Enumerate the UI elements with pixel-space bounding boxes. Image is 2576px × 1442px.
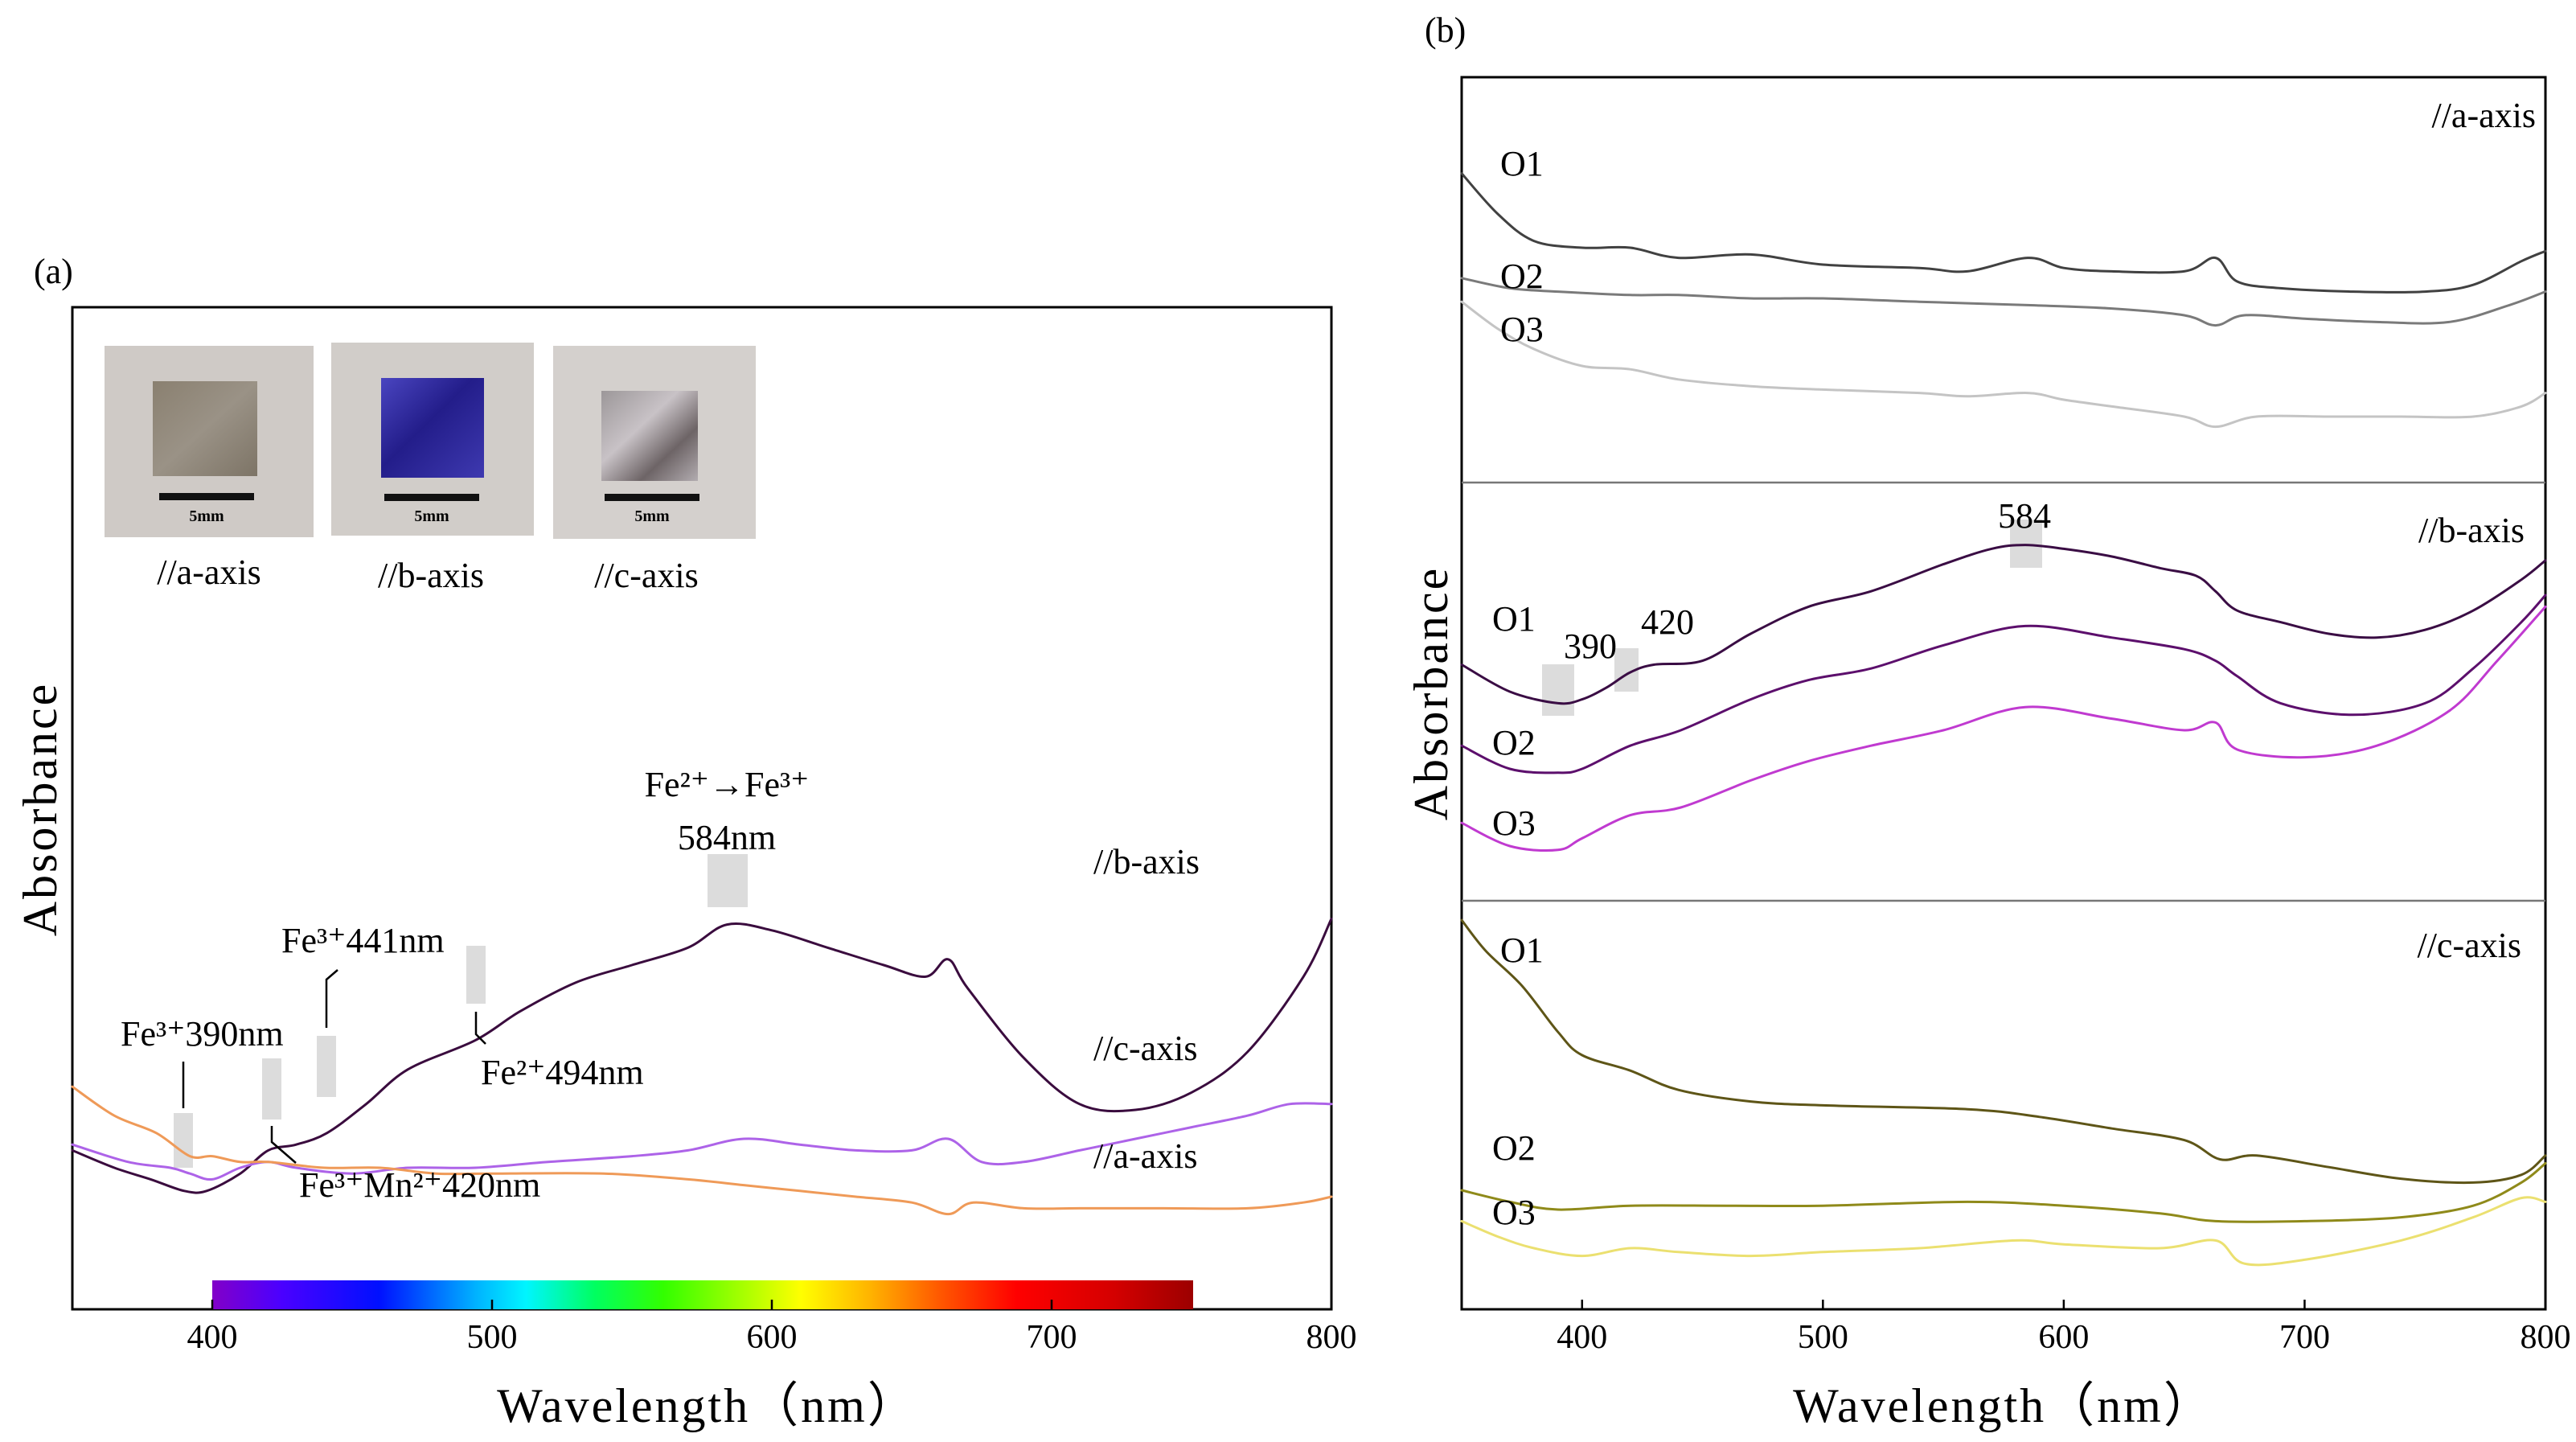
peak-label-584: 584 (1998, 496, 2051, 536)
series-label-b-axis: //b-axis (1093, 842, 1200, 881)
panel-b-c-axis-series-line-o1 (1460, 918, 2547, 1185)
curve-label-a-o2: O2 (1500, 257, 1544, 296)
inset-photo-a-axis: 5mm //a-axis (105, 346, 314, 592)
annotation-fe2-fe3: Fe²⁺→Fe³⁺ (645, 765, 810, 804)
panel-b-b-axis-series-line-o3 (1460, 605, 2547, 852)
panel-b-series (1460, 172, 2547, 1267)
scale-label: 5mm (634, 507, 670, 525)
scale-label: 5mm (414, 507, 449, 525)
peak-highlight-441 (317, 1036, 336, 1097)
panel-b-tick-label-700: 700 (2279, 1319, 2330, 1356)
series-label-a-axis: //a-axis (1093, 1136, 1198, 1176)
panel-a-tick-label-600: 600 (747, 1319, 798, 1356)
peak-highlight-390 (174, 1113, 193, 1168)
panel-a-tick-label-700: 700 (1027, 1319, 1077, 1356)
subpanel-title-c-axis: //c-axis (2417, 926, 2521, 965)
panel-a-x-axis-title: Wavelength（nm） (497, 1379, 918, 1432)
panel-b-tick-label-600: 600 (2038, 1319, 2089, 1356)
curve-label-c-o3: O3 (1492, 1193, 1536, 1232)
panel-a-series-line-caxis (71, 1102, 1333, 1181)
curve-label-b-o1: O1 (1492, 599, 1536, 639)
panel-b-tick-label-400: 400 (1557, 1319, 1607, 1356)
panel-a-tick-label-400: 400 (187, 1319, 238, 1356)
curve-label-b-o3: O3 (1492, 803, 1536, 843)
panel-a-label: (a) (34, 252, 73, 291)
panel-b-y-axis-title: Absorbance (1405, 566, 1458, 821)
curve-label-c-o1: O1 (1500, 931, 1544, 970)
peak-highlight-420 (262, 1058, 281, 1120)
leader-line-441 (325, 969, 338, 1028)
panel-b-tick-label-500: 500 (1798, 1319, 1848, 1356)
curve-label-a-o3: O3 (1500, 310, 1544, 349)
panel-b-a-axis-series-line-o2 (1460, 277, 2547, 327)
photo-caption: //a-axis (157, 553, 261, 592)
panel-b-b-axis-series-line-o1 (1460, 544, 2547, 705)
annotation-fe3-441nm: Fe³⁺441nm (281, 921, 445, 960)
panel-b-a-axis-series-line-o1 (1460, 172, 2547, 294)
panel-b-label: (b) (1425, 10, 1466, 50)
peak-label-390: 390 (1564, 627, 1617, 666)
panel-a-y-axis-title: Absorbance (14, 682, 67, 937)
annotation-584nm: 584nm (678, 818, 776, 857)
panel-b-b-axis-series-line-o2 (1460, 594, 2547, 774)
subpanel-title-b-axis: //b-axis (2418, 511, 2525, 550)
scale-bar (159, 493, 254, 500)
crystal-sample (381, 378, 484, 478)
inset-photo-b-axis: 5mm //b-axis (331, 343, 534, 595)
panel-a-series-line-aaxis (71, 1085, 1333, 1216)
panel-b-c-axis-series-line-o3 (1460, 1196, 2547, 1267)
panel-a-x-axis: 400 500 600 700 800 (187, 1300, 1357, 1356)
curve-label-b-o2: O2 (1492, 723, 1536, 762)
curve-label-a-o1: O1 (1500, 144, 1544, 183)
panel-b-c-axis-series-line-o2 (1460, 1161, 2547, 1223)
crystal-sample (153, 381, 257, 476)
scale-label: 5mm (189, 507, 224, 525)
visible-spectrum-bar (212, 1280, 1193, 1309)
photo-caption: //c-axis (594, 556, 699, 595)
subpanel-title-a-axis: //a-axis (2431, 96, 2536, 135)
series-label-c-axis: //c-axis (1093, 1029, 1198, 1068)
panel-a: (a) 5mm //a-axis 5mm //b-axis 5mm //c-ax… (14, 252, 1357, 1432)
peak-highlight-390 (1542, 664, 1574, 716)
curve-label-c-o2: O2 (1492, 1128, 1536, 1168)
scale-bar (605, 494, 699, 501)
peak-highlight-584 (2010, 520, 2042, 568)
panel-a-tick-label-800: 800 (1306, 1319, 1357, 1356)
peak-label-420: 420 (1641, 602, 1694, 642)
panel-b-frame (1460, 76, 2547, 1311)
peak-highlight-584 (708, 854, 748, 907)
panel-a-series (71, 917, 1333, 1216)
panel-b-a-axis-series-line-o3 (1460, 300, 2547, 429)
inset-photo-c-axis: 5mm //c-axis (553, 346, 756, 595)
panel-a-series-line-baxis (71, 917, 1333, 1194)
leader-line-494 (474, 1012, 486, 1045)
scale-bar (384, 494, 479, 501)
annotation-fe3-390nm: Fe³⁺390nm (121, 1014, 284, 1054)
annotation-fe2-494nm: Fe²⁺494nm (481, 1053, 644, 1092)
panel-b-tick-label-800: 800 (2521, 1319, 2571, 1356)
annotation-fe3-mn2-420nm: Fe³⁺Mn²⁺420nm (299, 1165, 540, 1205)
leader-line-420 (270, 1126, 297, 1164)
panel-b: (b) //a-axis //b-axis //c-axis 584 390 4… (1405, 10, 2571, 1432)
panel-b-x-axis: 400 500 600 700 800 (1557, 1300, 2571, 1356)
panel-b-x-axis-title: Wavelength（nm） (1793, 1379, 2214, 1432)
panel-a-tick-label-500: 500 (467, 1319, 518, 1356)
photo-caption: //b-axis (378, 556, 484, 595)
crystal-sample (601, 391, 698, 481)
peak-highlight-494 (466, 946, 486, 1004)
